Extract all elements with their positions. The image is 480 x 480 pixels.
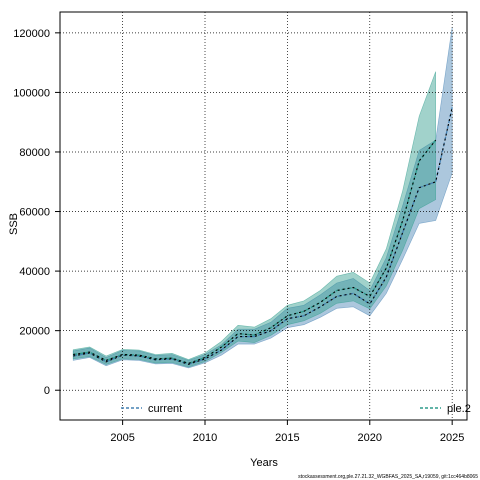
y-tick-label-20000: 20000	[19, 326, 50, 338]
y-tick-label-40000: 40000	[19, 266, 50, 278]
plot-frame	[59, 11, 468, 421]
y-tick-label-80000: 80000	[19, 147, 50, 159]
y-tick-label-100000: 100000	[13, 87, 50, 99]
band-ple2	[72, 71, 437, 368]
series-lines	[73, 107, 453, 365]
x-axis-ticks: 2005 2010 2015 2020 2025	[110, 420, 464, 444]
x-tick-label-2005: 2005	[110, 432, 134, 444]
y-axis-ticks: 0 20000 40000 60000 80000 100000 120000	[13, 28, 60, 397]
y-axis-title: SSB	[8, 213, 20, 235]
legend-label-current: current	[148, 403, 182, 415]
legend: current ple.2	[121, 403, 471, 415]
line-ple2	[73, 139, 437, 365]
legend-item-current: current	[121, 403, 182, 415]
line-overlay-ple2	[73, 139, 437, 364]
x-tick-label-2015: 2015	[275, 432, 299, 444]
line-current	[73, 107, 453, 365]
grid-lines	[60, 12, 467, 420]
legend-label-ple2: ple.2	[447, 403, 471, 415]
footer-credit: stockassessment.org,ple.27.21.32_WGBFAS_…	[298, 474, 478, 480]
x-axis-title: Years	[250, 457, 278, 469]
y-tick-label-60000: 60000	[19, 207, 50, 219]
x-tick-label-2025: 2025	[440, 432, 464, 444]
y-tick-label-0: 0	[44, 385, 50, 397]
band-current	[72, 26, 453, 369]
y-tick-label-120000: 120000	[13, 28, 50, 40]
confidence-bands	[72, 26, 453, 369]
x-tick-label-2010: 2010	[193, 432, 217, 444]
x-tick-label-2020: 2020	[358, 432, 382, 444]
legend-item-ple2: ple.2	[420, 403, 471, 415]
